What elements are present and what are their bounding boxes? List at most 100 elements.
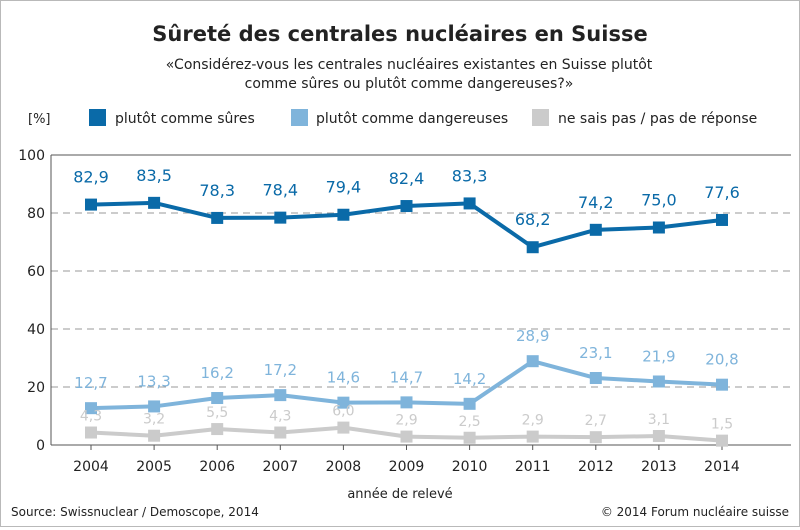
data-label-sures: 77,6 — [704, 183, 740, 202]
x-axis-label: année de relevé — [347, 487, 452, 502]
x-tick-label: 2007 — [262, 459, 298, 475]
data-point-dangereuses — [211, 392, 224, 405]
chart-title: Sûreté des centrales nucléaires en Suiss… — [152, 22, 647, 46]
data-label-nsp: 2,7 — [585, 413, 607, 429]
data-label-sures: 68,2 — [515, 210, 551, 229]
x-tick-label: 2014 — [704, 459, 740, 475]
y-tick-label: 60 — [27, 264, 45, 280]
data-point-sures — [526, 241, 539, 254]
y-tick-label: 100 — [18, 148, 45, 164]
data-label-nsp: 5,5 — [206, 405, 228, 421]
data-point-sures — [274, 211, 287, 224]
x-tick-label: 2004 — [73, 459, 109, 475]
data-point-dangereuses — [148, 400, 161, 413]
data-label-nsp: 1,5 — [711, 417, 733, 433]
data-label-sures: 78,3 — [199, 181, 235, 200]
x-tick-label: 2008 — [326, 459, 362, 475]
data-label-sures: 82,9 — [73, 168, 109, 187]
copyright-note: © 2014 Forum nucléaire suisse — [601, 505, 789, 519]
gridlines — [50, 154, 791, 446]
data-label-nsp: 6,0 — [332, 404, 354, 420]
data-point-dangereuses — [400, 396, 413, 409]
data-point-dangereuses — [652, 375, 665, 388]
data-label-nsp: 2,5 — [458, 414, 480, 430]
data-label-dangereuses: 20,8 — [705, 351, 738, 369]
data-point-dangereuses — [337, 396, 350, 409]
data-label-dangereuses: 14,7 — [390, 368, 423, 386]
data-point-nsp — [526, 430, 539, 443]
data-label-sures: 78,4 — [262, 181, 298, 200]
chart-subtitle-line-1: «Considérez-vous les centrales nucléaire… — [166, 57, 653, 73]
data-point-sures — [463, 197, 476, 210]
data-point-dangereuses — [463, 397, 476, 410]
data-point-nsp — [589, 431, 602, 444]
data-label-sures: 79,4 — [326, 178, 362, 197]
x-tick-label: 2009 — [389, 459, 425, 475]
legend-label-dangereuses: plutôt comme dangereuses — [316, 111, 508, 127]
data-point-dangereuses — [274, 389, 287, 402]
y-axis-unit-label: [%] — [28, 112, 51, 127]
data-point-dangereuses — [716, 378, 728, 391]
data-label-nsp: 4,3 — [80, 409, 102, 425]
data-point-sures — [716, 213, 728, 226]
x-tick-label: 2005 — [136, 459, 172, 475]
data-label-dangereuses: 14,6 — [327, 369, 360, 387]
data-label-dangereuses: 14,2 — [453, 370, 486, 388]
y-tick-label: 0 — [36, 438, 45, 454]
x-tick-label: 2012 — [578, 459, 614, 475]
x-tick-labels: 2004 2005 2006 2007 2008 2009 2010 2011 2012 2013… — [73, 445, 740, 475]
data-point-sures — [400, 200, 413, 213]
data-label-nsp: 3,1 — [648, 412, 670, 428]
x-tick-label: 2013 — [641, 459, 677, 475]
data-label-dangereuses: 23,1 — [579, 344, 612, 362]
y-tick-label: 80 — [27, 206, 45, 222]
x-tick-label: 2010 — [452, 459, 488, 475]
data-label-sures: 82,4 — [389, 169, 425, 188]
legend: plutôt comme sûres plutôt comme dangereu… — [89, 109, 757, 127]
data-point-sures — [589, 223, 602, 236]
data-label-sures: 83,3 — [452, 166, 488, 185]
series-group — [85, 196, 728, 447]
data-point-dangereuses — [85, 402, 97, 415]
data-point-nsp — [85, 426, 97, 439]
data-point-nsp — [463, 431, 476, 444]
data-label-nsp: 4,3 — [269, 409, 291, 425]
data-point-nsp — [337, 421, 350, 434]
legend-swatch-nsp — [532, 109, 549, 126]
data-label-dangereuses: 17,2 — [264, 361, 297, 379]
data-point-sures — [85, 198, 97, 211]
data-point-sures — [148, 196, 161, 209]
chart-subtitle-line-2: comme sûres ou plutôt comme dangereuses?… — [245, 76, 574, 92]
source-note: Source: Swissnuclear / Demoscope, 2014 — [11, 505, 259, 519]
data-labels: 4,3 3,2 5,5 4,3 6,0 2,9 2,5 2,9 2,7 3,1 1,5 12,7 13,… — [73, 166, 740, 433]
data-point-nsp — [652, 430, 665, 443]
data-label-nsp: 2,9 — [522, 413, 544, 429]
data-point-dangereuses — [589, 372, 602, 385]
data-label-sures: 74,2 — [578, 193, 614, 212]
x-tick-label: 2006 — [199, 459, 235, 475]
data-point-sures — [652, 221, 665, 234]
y-tick-labels: 0 20 40 60 80 100 — [18, 148, 45, 454]
data-point-nsp — [400, 430, 413, 443]
data-point-sures — [211, 211, 224, 224]
data-label-sures: 75,0 — [641, 191, 677, 210]
data-label-dangereuses: 13,3 — [137, 372, 170, 390]
data-label-dangereuses: 21,9 — [642, 347, 675, 365]
y-tick-label: 40 — [27, 322, 45, 338]
data-label-dangereuses: 16,2 — [200, 364, 233, 382]
legend-label-nsp: ne sais pas / pas de réponse — [558, 111, 757, 127]
data-point-sures — [337, 208, 350, 221]
legend-swatch-sures — [89, 109, 106, 126]
data-point-nsp — [148, 429, 161, 442]
data-point-nsp — [211, 423, 224, 436]
data-point-dangereuses — [526, 355, 539, 368]
data-label-dangereuses: 28,9 — [516, 327, 549, 345]
data-label-sures: 83,5 — [136, 166, 172, 185]
legend-swatch-dangereuses — [291, 109, 308, 126]
y-tick-label: 20 — [27, 380, 45, 396]
data-label-nsp: 3,2 — [143, 412, 165, 428]
data-point-nsp — [274, 426, 287, 439]
data-label-nsp: 2,9 — [395, 413, 417, 429]
